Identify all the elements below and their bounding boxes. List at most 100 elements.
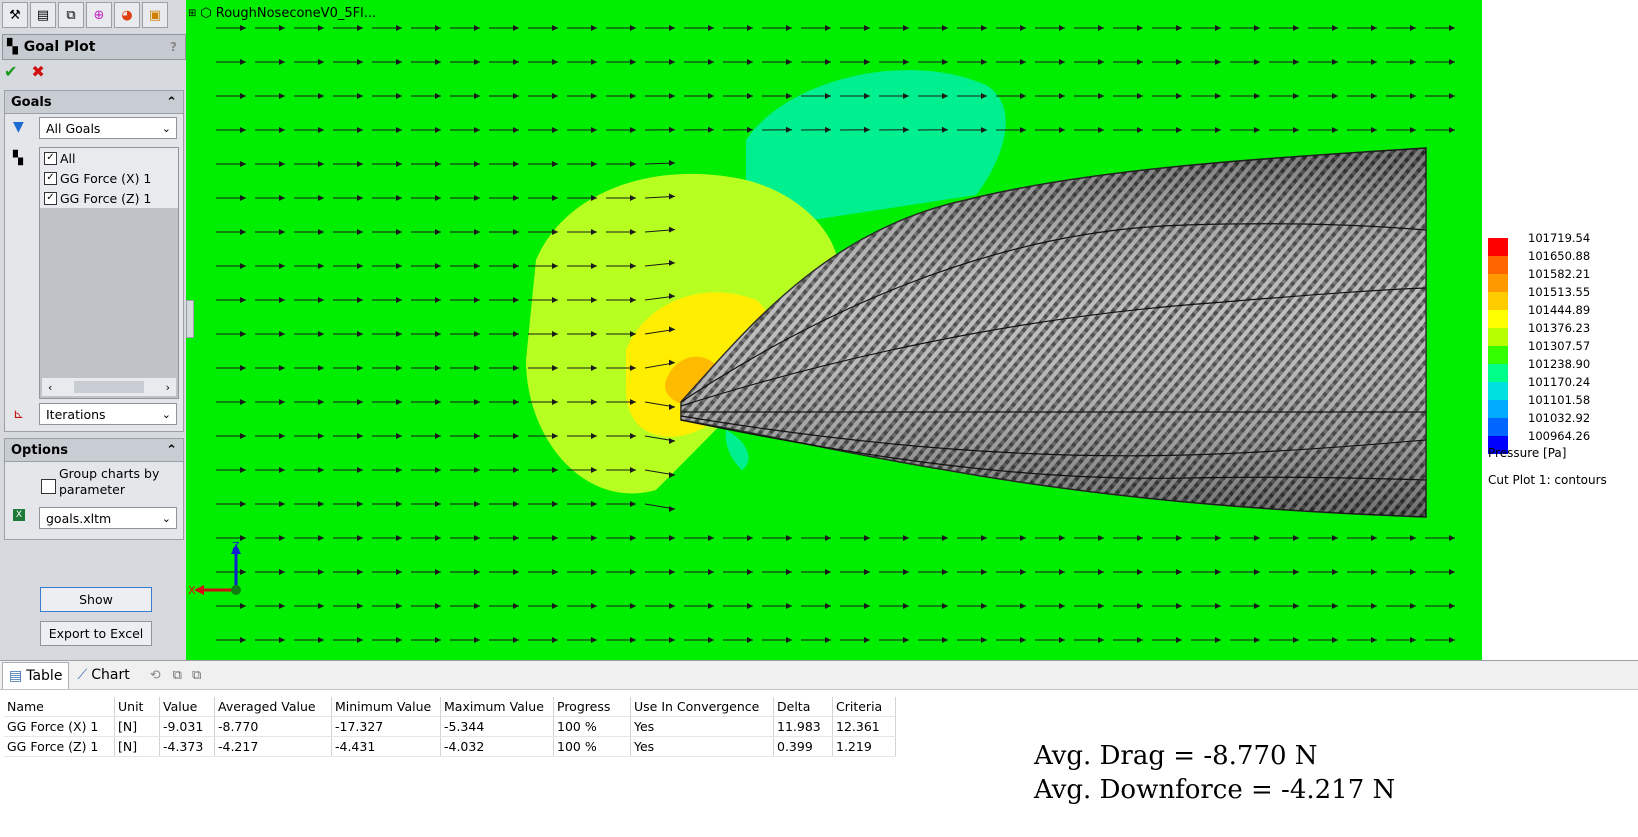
- goals-filter-select[interactable]: All Goals ⌄: [39, 117, 177, 139]
- velocity-arrow: [372, 25, 402, 31]
- velocity-arrow: [606, 467, 636, 473]
- property-manager-icon[interactable]: ▤: [30, 2, 56, 28]
- list-item[interactable]: ✓ GG Force (X) 1: [40, 168, 178, 188]
- checkbox-checked[interactable]: ✓: [44, 152, 57, 165]
- velocity-arrow: [1113, 535, 1143, 541]
- list-item[interactable]: ✓ GG Force (Z) 1: [40, 188, 178, 208]
- velocity-arrow: [1386, 535, 1416, 541]
- feature-tree-label[interactable]: ⊞ ⬡ RoughNoseconeV0_5Fl...: [188, 6, 376, 21]
- checkbox-checked[interactable]: ✓: [44, 172, 57, 185]
- axis-icon: ⊾: [13, 407, 24, 422]
- velocity-arrow: [333, 637, 363, 643]
- cell: -4.217: [215, 737, 332, 757]
- velocity-arrow: [840, 59, 870, 65]
- list-item-label: GG Force (X) 1: [60, 171, 151, 186]
- col-averaged-value[interactable]: Averaged Value: [215, 697, 332, 717]
- velocity-arrow: [1347, 637, 1377, 643]
- velocity-arrow: [1425, 569, 1455, 575]
- collapse-icon[interactable]: ⌃: [166, 95, 177, 110]
- col-delta[interactable]: Delta: [774, 697, 833, 717]
- horizontal-scrollbar[interactable]: ‹ ›: [42, 378, 176, 396]
- goals-group-header[interactable]: Goals ⌃: [5, 91, 183, 114]
- cancel-x-icon[interactable]: ✖: [31, 62, 44, 82]
- col-criteria[interactable]: Criteria: [833, 697, 896, 717]
- velocity-arrow: [333, 603, 363, 609]
- velocity-arrow: [489, 195, 519, 201]
- legend-value: 101032.92: [1528, 411, 1590, 425]
- velocity-arrow: [372, 263, 402, 269]
- configuration-icon[interactable]: ⧉: [58, 2, 84, 28]
- legend-value: 101582.21: [1528, 267, 1590, 281]
- legend-value: 101238.90: [1528, 357, 1590, 371]
- appearance-icon[interactable]: ◕: [114, 2, 140, 28]
- legend-value: 100964.26: [1528, 429, 1590, 443]
- cell: -9.031: [160, 717, 215, 737]
- velocity-arrow: [216, 59, 246, 65]
- graphics-viewport[interactable]: ⊞ ⬡ RoughNoseconeV0_5Fl... Z X: [186, 0, 1482, 660]
- velocity-arrow: [645, 293, 675, 300]
- x-axis-select[interactable]: Iterations ⌄: [39, 403, 177, 425]
- axis-z-label: Z: [232, 540, 240, 553]
- list-item[interactable]: ✓ All: [40, 148, 178, 168]
- velocity-arrow: [372, 399, 402, 405]
- velocity-arrow: [1152, 569, 1182, 575]
- legend-value: 101444.89: [1528, 303, 1590, 317]
- feature-tree-icon[interactable]: ⚒: [2, 2, 28, 28]
- export-to-excel-button[interactable]: Export to Excel: [40, 621, 152, 646]
- velocity-arrow: [255, 331, 285, 337]
- show-button[interactable]: Show: [40, 587, 152, 612]
- col-name[interactable]: Name: [4, 697, 115, 717]
- col-maximum-value[interactable]: Maximum Value: [441, 697, 554, 717]
- dimxpert-icon[interactable]: ⊕: [86, 2, 112, 28]
- velocity-arrow: [1347, 25, 1377, 31]
- velocity-arrow: [489, 229, 519, 235]
- scroll-thumb[interactable]: [74, 381, 144, 393]
- collapse-icon[interactable]: ⌃: [166, 443, 177, 458]
- scroll-right-icon[interactable]: ›: [166, 381, 170, 394]
- velocity-arrow: [1308, 603, 1338, 609]
- col-progress[interactable]: Progress: [554, 697, 631, 717]
- copy-icon[interactable]: ⧉: [173, 668, 182, 683]
- flow-analysis-icon[interactable]: ▣: [142, 2, 168, 28]
- tab-table[interactable]: ▤ Table: [2, 662, 69, 689]
- velocity-arrow: [1113, 59, 1143, 65]
- help-icon[interactable]: ?: [170, 40, 177, 54]
- col-use-in-convergence[interactable]: Use In Convergence: [631, 697, 774, 717]
- legend-value: 101307.57: [1528, 339, 1590, 353]
- col-minimum-value[interactable]: Minimum Value: [332, 697, 441, 717]
- cell: -4.431: [332, 737, 441, 757]
- velocity-arrow: [333, 535, 363, 541]
- velocity-arrow: [879, 127, 909, 133]
- velocity-arrow: [567, 263, 597, 269]
- velocity-arrow: [528, 25, 558, 31]
- template-select[interactable]: goals.xltm ⌄: [39, 507, 177, 529]
- panel-splitter-handle[interactable]: [186, 300, 194, 338]
- paste-icon[interactable]: ⧉: [192, 668, 201, 683]
- velocity-arrow: [528, 535, 558, 541]
- velocity-vectors: [186, 0, 1482, 660]
- velocity-arrow: [567, 535, 597, 541]
- table-row[interactable]: GG Force (Z) 1 [N] -4.373 -4.217 -4.431 …: [4, 737, 896, 757]
- goals-list[interactable]: ✓ All ✓ GG Force (X) 1 ✓ GG Force (Z) 1 …: [39, 147, 179, 399]
- velocity-arrow: [411, 331, 441, 337]
- col-value[interactable]: Value: [160, 697, 215, 717]
- velocity-arrow: [489, 263, 519, 269]
- velocity-arrow: [294, 569, 324, 575]
- velocity-arrow: [723, 127, 753, 133]
- refresh-icon[interactable]: ⟲: [150, 668, 161, 683]
- checkbox-checked[interactable]: ✓: [44, 192, 57, 205]
- tab-chart[interactable]: ⟋ Chart: [71, 662, 135, 688]
- options-group-header[interactable]: Options ⌃: [5, 439, 183, 462]
- velocity-arrow: [567, 93, 597, 99]
- scroll-left-icon[interactable]: ‹: [48, 381, 52, 394]
- col-unit[interactable]: Unit: [115, 697, 160, 717]
- velocity-arrow: [450, 603, 480, 609]
- velocity-arrow: [684, 59, 714, 65]
- velocity-arrow: [450, 25, 480, 31]
- expand-icon[interactable]: ⊞: [188, 8, 196, 19]
- velocity-arrow: [333, 569, 363, 575]
- velocity-arrow: [411, 229, 441, 235]
- table-row[interactable]: GG Force (X) 1 [N] -9.031 -8.770 -17.327…: [4, 717, 896, 737]
- group-charts-checkbox[interactable]: [41, 479, 56, 494]
- ok-check-icon[interactable]: ✔: [4, 62, 17, 82]
